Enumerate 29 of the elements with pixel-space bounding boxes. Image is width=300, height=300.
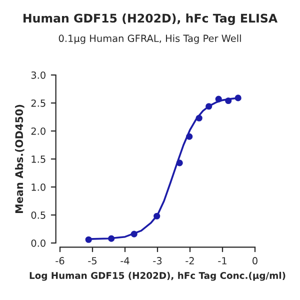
point xyxy=(130,230,138,238)
x-tick-label: -4 xyxy=(120,257,130,264)
x-tick-label: -1 xyxy=(218,257,226,264)
chart-title: Human GDF15 (H202D), hFc Tag ELISA xyxy=(24,14,278,26)
point xyxy=(186,133,193,140)
y-tick-label: 2.0 xyxy=(31,127,46,135)
point xyxy=(215,96,222,102)
x-tick-label: -3 xyxy=(153,257,162,264)
y-tick-label: 0.5 xyxy=(31,211,46,219)
point xyxy=(85,236,92,243)
point xyxy=(225,97,232,104)
y-tick-label: 0.0 xyxy=(31,239,46,247)
point xyxy=(154,212,160,220)
y-tick-label: 1.0 xyxy=(32,183,46,191)
x-tick-label: 0 xyxy=(252,257,258,264)
chart-subtitle: 0.1µg Human GFRAL, His Tag Per Well xyxy=(58,34,241,44)
point xyxy=(108,235,115,242)
x-axis-title: Log Human GDF15 (H202D), hFc Tag Conc.(µg/ml) xyxy=(30,272,286,281)
point xyxy=(196,114,202,122)
x-tick-label: -6 xyxy=(56,257,64,264)
x-tick-label: -5 xyxy=(88,257,96,264)
point xyxy=(176,160,183,166)
y-axis-title: Mean Abs.(OD450) xyxy=(15,104,24,214)
y-tick-label: 1.5 xyxy=(32,156,46,163)
y-tick-label: 3.0 xyxy=(31,71,46,79)
y-tick-label: 2.5 xyxy=(31,99,46,107)
point xyxy=(234,94,242,102)
point xyxy=(206,103,212,110)
x-tick-label: -2 xyxy=(186,257,194,264)
